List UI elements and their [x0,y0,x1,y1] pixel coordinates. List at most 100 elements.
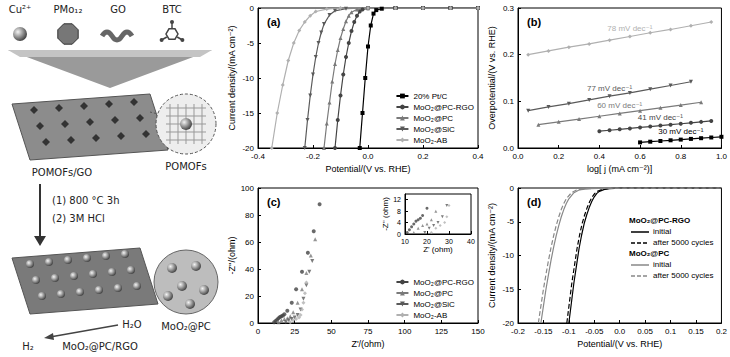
svg-text:0.2: 0.2 [503,50,515,59]
svg-text:-0.2: -0.2 [306,152,320,161]
svg-text:Z' (ohm): Z' (ohm) [423,245,453,254]
svg-text:MoO₂@PC: MoO₂@PC [413,114,453,123]
svg-text:12: 12 [393,196,401,203]
svg-text:0.4: 0.4 [472,152,484,161]
svg-text:Z'/(ohm): Z'/(ohm) [351,339,384,349]
svg-text:0.2: 0.2 [417,152,429,161]
svg-text:77 mV dec⁻¹: 77 mV dec⁻¹ [587,84,632,93]
svg-text:MoO₂@PC-RGO: MoO₂@PC-RGO [629,216,690,225]
svg-text:1.0: 1.0 [716,152,728,161]
svg-text:BTC: BTC [162,4,181,15]
svg-text:after 5000 cycles: after 5000 cycles [653,271,713,280]
svg-text:-0.15: -0.15 [534,327,553,336]
svg-text:GO: GO [110,4,126,15]
svg-text:80: 80 [245,211,254,220]
svg-text:78 mV dec⁻¹: 78 mV dec⁻¹ [607,24,652,33]
svg-text:POMOFs/GO: POMOFs/GO [32,167,92,178]
svg-text:30: 30 [445,238,453,245]
svg-text:10: 10 [401,238,409,245]
svg-text:30 mV dec⁻¹: 30 mV dec⁻¹ [658,127,703,136]
svg-text:(a): (a) [267,16,281,28]
svg-text:0.0: 0.0 [502,143,514,153]
svg-text:MoO₂@SiC: MoO₂@SiC [413,125,455,134]
svg-text:(2) 3M HCl: (2) 3M HCl [52,213,105,224]
svg-text:MoO₂@PC: MoO₂@PC [413,289,453,298]
svg-text:75: 75 [364,327,373,336]
svg-text:-5: -5 [247,39,255,48]
svg-text:0: 0 [250,319,255,328]
svg-text:20: 20 [423,238,431,245]
svg-text:(c): (c) [267,196,281,208]
svg-text:40: 40 [245,265,254,274]
svg-text:POMOFs: POMOFs [165,161,206,172]
svg-text:Overpotential/(V vs. RHE): Overpotential/(V vs. RHE) [487,26,497,130]
svg-text:-20: -20 [242,143,254,153]
svg-text:initial: initial [653,227,671,236]
svg-text:Potential/(V vs. RHE): Potential/(V vs. RHE) [577,339,662,349]
svg-text:Current density/(mA cm⁻²): Current density/(mA cm⁻²) [227,26,237,131]
svg-text:-0.4: -0.4 [251,152,265,161]
svg-text:MoO₂@PC/RGO: MoO₂@PC/RGO [62,341,138,352]
svg-text:41 mV dec⁻¹: 41 mV dec⁻¹ [638,113,683,122]
svg-text:-0.1: -0.1 [562,327,576,336]
svg-text:0.15: 0.15 [688,327,704,336]
svg-text:Potential/(V vs. RHE): Potential/(V vs. RHE) [325,164,410,174]
svg-text:PMo₁₂: PMo₁₂ [54,4,83,15]
svg-text:0.6: 0.6 [635,152,647,161]
svg-text:-10: -10 [502,251,514,260]
svg-text:0.0: 0.0 [512,152,524,161]
svg-text:-15: -15 [502,285,514,294]
svg-text:(b): (b) [527,16,541,28]
svg-text:Current density/(mA cm⁻²): Current density/(mA cm⁻²) [487,203,497,308]
svg-text:(1) 800 °C 3h: (1) 800 °C 3h [52,195,119,206]
svg-text:(d): (d) [527,196,541,208]
svg-text:H₂O: H₂O [122,319,142,330]
svg-text:40: 40 [467,238,475,245]
svg-text:-0.05: -0.05 [585,327,604,336]
svg-text:0.1: 0.1 [665,327,677,336]
svg-text:0.1: 0.1 [503,97,515,106]
svg-text:-10: -10 [242,74,254,83]
svg-text:-0.2: -0.2 [511,327,525,336]
svg-text:150: 150 [471,327,485,336]
svg-text:0: 0 [256,327,261,336]
svg-text:8: 8 [397,208,401,215]
svg-text:0: 0 [510,184,515,193]
svg-text:0.2: 0.2 [553,152,565,161]
svg-text:100: 100 [241,184,255,193]
svg-text:125: 125 [435,327,449,336]
svg-text:MoO₂@PC-RGO: MoO₂@PC-RGO [413,278,474,287]
svg-text:4: 4 [397,219,401,226]
svg-text:0.05: 0.05 [637,327,653,336]
svg-text:H₂: H₂ [22,341,34,352]
svg-text:MoO₂@PC: MoO₂@PC [629,249,669,258]
svg-text:60: 60 [245,238,254,247]
svg-text:0.2: 0.2 [716,327,728,336]
svg-text:0.4: 0.4 [594,152,606,161]
svg-text:0.0: 0.0 [362,152,374,161]
svg-text:25: 25 [290,327,299,336]
svg-text:after 5000 cycles: after 5000 cycles [653,238,713,247]
svg-text:log[ j (mA cm⁻²)]: log[ j (mA cm⁻²)] [587,164,652,174]
svg-text:-Z''/(ohm): -Z''/(ohm) [227,237,237,275]
svg-text:Cu²⁺: Cu²⁺ [9,4,32,15]
svg-text:-15: -15 [242,109,254,118]
svg-text:0.0: 0.0 [614,327,626,336]
svg-text:MoO₂-AB: MoO₂-AB [413,311,447,320]
svg-text:50: 50 [327,327,336,336]
svg-text:100: 100 [398,327,412,336]
svg-text:-5: -5 [507,217,515,226]
svg-text:MoO₂-AB: MoO₂-AB [413,136,447,145]
svg-text:MoO₂@PC-RGO: MoO₂@PC-RGO [413,103,474,112]
svg-text:0.3: 0.3 [503,4,515,13]
svg-text:20: 20 [245,292,254,301]
svg-text:MoO₂@PC: MoO₂@PC [161,321,211,332]
svg-text:-Z'' (ohm): -Z'' (ohm) [381,197,390,231]
svg-text:20% Pt/C: 20% Pt/C [413,92,447,101]
svg-text:MoO₂@SiC: MoO₂@SiC [413,300,455,309]
svg-text:0: 0 [250,4,255,13]
svg-text:initial: initial [653,260,671,269]
svg-text:0.8: 0.8 [675,152,687,161]
svg-text:60 mV dec⁻¹: 60 mV dec⁻¹ [597,101,642,110]
svg-text:0: 0 [397,231,401,238]
